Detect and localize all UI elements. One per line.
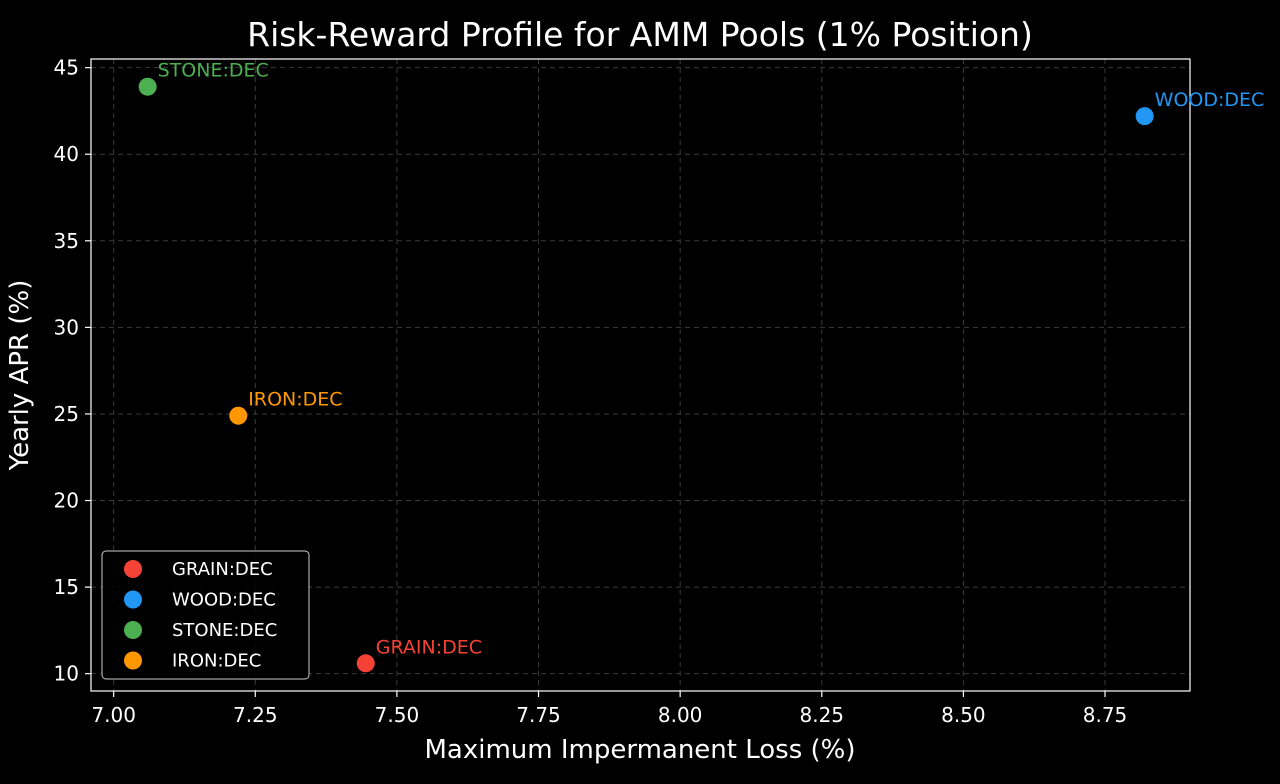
- point-annotation: IRON:DEC: [248, 389, 342, 411]
- x-tick-label: 8.50: [941, 703, 986, 727]
- legend: GRAIN:DEC WOOD:DEC STONE:DEC IRON:DEC: [101, 550, 310, 680]
- x-tick-label: 8.00: [658, 703, 703, 727]
- data-point-stone: [138, 77, 157, 96]
- x-tick-label: 7.50: [375, 703, 420, 727]
- legend-swatch: [124, 590, 142, 609]
- x-tick-label: 7.25: [233, 703, 278, 727]
- legend-frame: [101, 550, 310, 680]
- point-layer: GRAIN:DEC WOOD:DEC STONE:DEC IRON:DEC: [138, 60, 1265, 673]
- legend-label: GRAIN:DEC: [172, 559, 273, 580]
- y-tick-label: 30: [54, 315, 79, 339]
- x-tick-label: 7.75: [516, 703, 561, 727]
- legend-swatch: [124, 621, 142, 639]
- x-tick-label: 7.00: [91, 703, 136, 727]
- point-annotation: WOOD:DEC: [1155, 89, 1265, 111]
- data-point-wood: [1135, 107, 1154, 126]
- y-tick-label: 15: [54, 575, 79, 599]
- tick-layer: 7.00 7.25 7.50 7.75 8.00 8.25 8.50 8.75 10 15 20 25…: [54, 56, 1128, 727]
- legend-label: WOOD:DEC: [172, 590, 276, 611]
- point-annotation: STONE:DEC: [158, 60, 269, 82]
- data-point-grain: [356, 654, 375, 673]
- x-tick-label: 8.75: [1083, 703, 1128, 727]
- y-tick-label: 35: [54, 229, 79, 253]
- y-tick-label: 20: [54, 489, 79, 513]
- y-tick-label: 45: [54, 56, 79, 80]
- x-axis-label: Maximum Impermanent Loss (%): [424, 735, 855, 765]
- legend-swatch: [124, 651, 142, 670]
- y-axis-label: Yearly APR (%): [5, 280, 35, 472]
- data-point-iron: [229, 406, 248, 425]
- legend-swatch: [124, 560, 142, 578]
- legend-label: STONE:DEC: [172, 620, 277, 641]
- y-tick-label: 40: [54, 142, 79, 166]
- chart-title: Risk-Reward Profile for AMM Pools (1% Po…: [247, 15, 1033, 54]
- y-tick-label: 25: [54, 402, 79, 426]
- y-tick-label: 10: [54, 662, 79, 686]
- x-tick-label: 8.25: [800, 703, 845, 727]
- plot-frame: [90, 58, 1191, 692]
- point-annotation: GRAIN:DEC: [376, 636, 482, 658]
- legend-label: IRON:DEC: [172, 651, 261, 672]
